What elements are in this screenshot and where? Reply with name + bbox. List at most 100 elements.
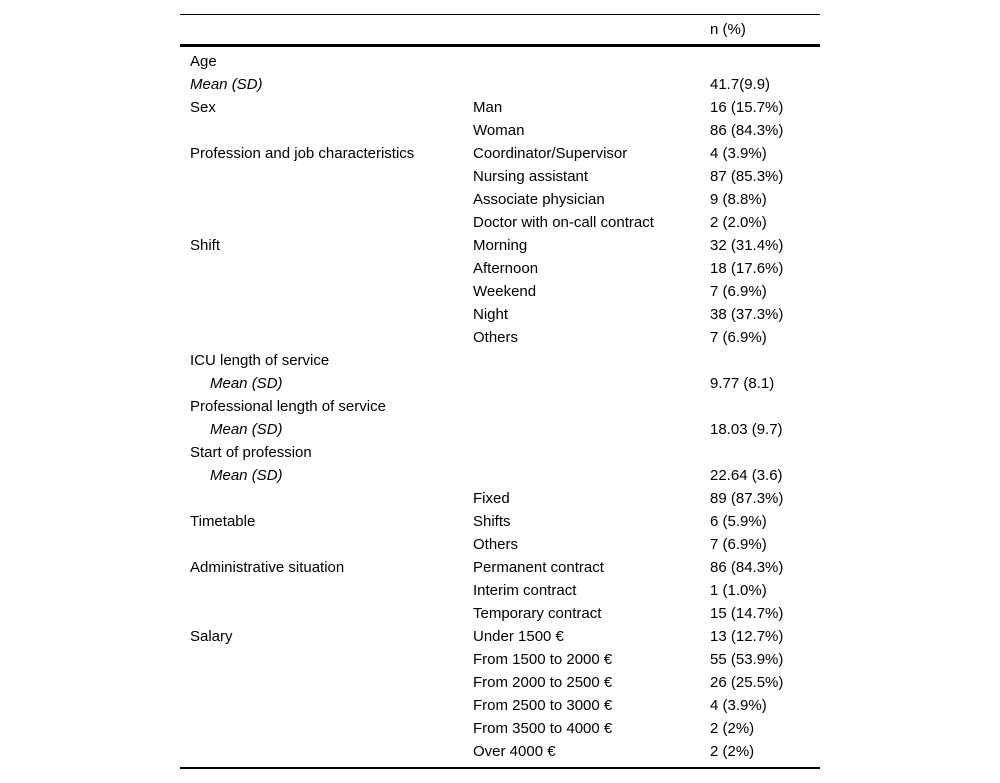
value-cell: 18 (17.6%)	[710, 260, 784, 277]
category-cell: Salary	[190, 628, 233, 645]
subcategory-cell: Night	[473, 306, 509, 323]
subcategory-cell: Temporary contract	[473, 605, 602, 622]
subcategory-cell: Under 1500 €	[473, 628, 564, 645]
subcategory-cell: Morning	[473, 237, 528, 254]
table-row: From 3500 to 4000 € 2 (2%)	[180, 717, 820, 740]
table-row: Administrative situation Permanent contra…	[180, 556, 820, 579]
value-cell: 55 (53.9%)	[710, 651, 784, 668]
table-body: Age Mean (SD) 41.7(9.9) Sex Man 16 (15.7%) Wom…	[180, 47, 820, 767]
category-cell: ICU length of service	[190, 352, 330, 369]
table-row: Mean (SD) 18.03 (9.7)	[180, 418, 820, 441]
table-row: From 1500 to 2000 € 55 (53.9%)	[180, 648, 820, 671]
subcategory-cell: Fixed	[473, 490, 510, 507]
value-cell: 2 (2%)	[710, 743, 755, 760]
value-cell: 13 (12.7%)	[710, 628, 784, 645]
table-row: Woman 86 (84.3%)	[180, 119, 820, 142]
table-row: Weekend 7 (6.9%)	[180, 280, 820, 303]
table-row: From 2000 to 2500 € 26 (25.5%)	[180, 671, 820, 694]
value-cell: 41.7(9.9)	[710, 76, 771, 93]
table-row: Interim contract 1 (1.0%)	[180, 579, 820, 602]
category-cell: Age	[190, 53, 217, 70]
table-row: Afternoon 18 (17.6%)	[180, 257, 820, 280]
subcategory-cell: From 3500 to 4000 €	[473, 720, 613, 737]
table-row: Associate physician 9 (8.8%)	[180, 188, 820, 211]
table-row: Salary Under 1500 € 13 (12.7%)	[180, 625, 820, 648]
category-cell: Sex	[190, 99, 216, 116]
value-cell: 87 (85.3%)	[710, 168, 784, 185]
category-cell: Profession and job characteristics	[190, 145, 415, 162]
table-row: Temporary contract 15 (14.7%)	[180, 602, 820, 625]
table-row: Nursing assistant 87 (85.3%)	[180, 165, 820, 188]
value-cell: 15 (14.7%)	[710, 605, 784, 622]
subcategory-cell: Man	[473, 99, 503, 116]
table-row: Timetable Shifts 6 (5.9%)	[180, 510, 820, 533]
table-row: From 2500 to 3000 € 4 (3.9%)	[180, 694, 820, 717]
value-cell: 4 (3.9%)	[710, 145, 767, 162]
table-row: Start of profession	[180, 441, 820, 464]
table-row: Mean (SD) 9.77 (8.1)	[180, 372, 820, 395]
value-cell: 2 (2%)	[710, 720, 755, 737]
value-cell: 7 (6.9%)	[710, 329, 767, 346]
category-cell: Mean (SD)	[210, 467, 283, 484]
subcategory-cell: Interim contract	[473, 582, 577, 599]
value-cell: 2 (2.0%)	[710, 214, 767, 231]
table-row: Age	[180, 50, 820, 73]
demographics-table: n (%) Age Mean (SD) 41.7(9.9) Sex Man 16 (15.…	[180, 14, 820, 769]
category-cell: Shift	[190, 237, 221, 254]
table-header-row: n (%)	[180, 15, 820, 47]
value-cell: 7 (6.9%)	[710, 283, 767, 300]
subcategory-cell: Others	[473, 536, 519, 553]
subcategory-cell: Woman	[473, 122, 525, 139]
category-cell: Administrative situation	[190, 559, 345, 576]
table-row: ICU length of service	[180, 349, 820, 372]
table-row: Others 7 (6.9%)	[180, 326, 820, 349]
subcategory-cell: From 2000 to 2500 €	[473, 674, 613, 691]
value-cell: 86 (84.3%)	[710, 559, 784, 576]
value-cell: 6 (5.9%)	[710, 513, 767, 530]
table-row: Shift Morning 32 (31.4%)	[180, 234, 820, 257]
table-row: Fixed 89 (87.3%)	[180, 487, 820, 510]
category-cell: Mean (SD)	[210, 421, 283, 438]
subcategory-cell: Others	[473, 329, 519, 346]
category-cell: Mean (SD)	[210, 375, 283, 392]
value-cell: 1 (1.0%)	[710, 582, 767, 599]
value-cell: 16 (15.7%)	[710, 99, 784, 116]
subcategory-cell: Weekend	[473, 283, 537, 300]
subcategory-cell: Coordinator/Supervisor	[473, 145, 628, 162]
subcategory-cell: Afternoon	[473, 260, 539, 277]
subcategory-cell: Doctor with on-call contract	[473, 214, 654, 231]
category-cell: Professional length of service	[190, 398, 386, 415]
table-row: Sex Man 16 (15.7%)	[180, 96, 820, 119]
table-row: Over 4000 € 2 (2%)	[180, 740, 820, 763]
category-cell: Start of profession	[190, 444, 312, 461]
value-cell: 9.77 (8.1)	[710, 375, 775, 392]
subcategory-cell: Shifts	[473, 513, 511, 530]
subcategory-cell: Nursing assistant	[473, 168, 589, 185]
value-cell: 32 (31.4%)	[710, 237, 784, 254]
subcategory-cell: Associate physician	[473, 191, 605, 208]
value-cell: 38 (37.3%)	[710, 306, 784, 323]
category-cell: Timetable	[190, 513, 256, 530]
subcategory-cell: Permanent contract	[473, 559, 604, 576]
table-row: Doctor with on-call contract 2 (2.0%)	[180, 211, 820, 234]
subcategory-cell: Over 4000 €	[473, 743, 556, 760]
table-row: Profession and job characteristics Coordi…	[180, 142, 820, 165]
subcategory-cell: From 2500 to 3000 €	[473, 697, 613, 714]
value-cell: 26 (25.5%)	[710, 674, 784, 691]
header-value-column: n (%)	[710, 21, 746, 38]
value-cell: 86 (84.3%)	[710, 122, 784, 139]
value-cell: 22.64 (3.6)	[710, 467, 783, 484]
table-row: Night 38 (37.3%)	[180, 303, 820, 326]
value-cell: 9 (8.8%)	[710, 191, 767, 208]
table-row: Others 7 (6.9%)	[180, 533, 820, 556]
value-cell: 18.03 (9.7)	[710, 421, 783, 438]
value-cell: 4 (3.9%)	[710, 697, 767, 714]
subcategory-cell: From 1500 to 2000 €	[473, 651, 613, 668]
table-row: Mean (SD) 22.64 (3.6)	[180, 464, 820, 487]
table-row: Mean (SD) 41.7(9.9)	[180, 73, 820, 96]
category-cell: Mean (SD)	[190, 76, 263, 93]
value-cell: 89 (87.3%)	[710, 490, 784, 507]
value-cell: 7 (6.9%)	[710, 536, 767, 553]
table-row: Professional length of service	[180, 395, 820, 418]
